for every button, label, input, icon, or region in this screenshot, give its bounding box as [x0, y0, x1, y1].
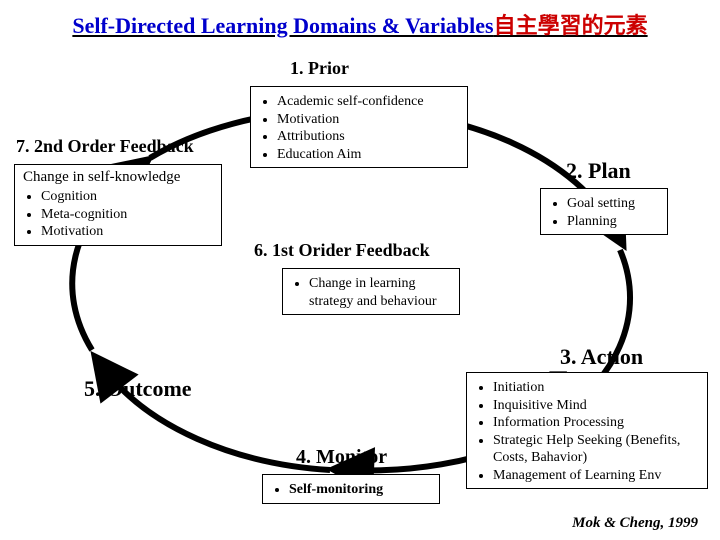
heading-feedback1: 6. 1st Orider Feedback — [254, 240, 430, 261]
heading-action: 3. Action — [560, 344, 643, 370]
attribution: Mok & Cheng, 1999 — [572, 515, 698, 532]
prior-item: Education Aim — [277, 146, 459, 164]
action-item: Management of Learning Env — [493, 467, 699, 485]
plan-item: Goal setting — [567, 195, 659, 213]
heading-feedback2: 7. 2nd Order Feedback — [16, 136, 194, 157]
action-item: Information Processing — [493, 414, 699, 432]
box-monitor: Self-monitoring — [262, 474, 440, 504]
prior-list: Academic self-confidence Motivation Attr… — [259, 93, 459, 163]
heading-monitor: 4. Monitor — [296, 446, 387, 469]
action-list: Initiation Inquisitive Mind Information … — [475, 379, 699, 484]
heading-outcome: 5. Outcome — [84, 376, 192, 402]
prior-item: Motivation — [277, 111, 459, 129]
feedback2-list: Cognition Meta-cognition Motivation — [23, 188, 213, 241]
box-action: Initiation Inquisitive Mind Information … — [466, 372, 708, 489]
heading-plan: 2. Plan — [566, 158, 631, 184]
feedback1-list: Change in learning strategy and behaviou… — [291, 275, 451, 310]
action-item: Strategic Help Seeking (Benefits, Costs,… — [493, 432, 699, 467]
feedback2-item: Meta-cognition — [41, 206, 213, 224]
plan-list: Goal setting Planning — [549, 195, 659, 230]
plan-item: Planning — [567, 213, 659, 231]
feedback2-item: Cognition — [41, 188, 213, 206]
title-en: Self-Directed Learning Domains & Variabl… — [72, 13, 493, 38]
page-title: Self-Directed Learning Domains & Variabl… — [0, 8, 720, 40]
monitor-list: Self-monitoring — [271, 481, 431, 499]
title-zh: 自主學習的元素 — [494, 13, 648, 38]
box-prior: Academic self-confidence Motivation Attr… — [250, 86, 468, 168]
feedback2-item: Motivation — [41, 223, 213, 241]
heading-prior: 1. Prior — [290, 58, 349, 79]
box-feedback2: Change in self-knowledge Cognition Meta-… — [14, 164, 222, 246]
box-plan: Goal setting Planning — [540, 188, 668, 235]
action-item: Inquisitive Mind — [493, 397, 699, 415]
feedback2-lead: Change in self-knowledge — [23, 169, 213, 186]
prior-item: Academic self-confidence — [277, 93, 459, 111]
feedback1-item: Change in learning strategy and behaviou… — [309, 275, 451, 310]
monitor-item: Self-monitoring — [289, 481, 431, 499]
prior-item: Attributions — [277, 128, 459, 146]
box-feedback1: Change in learning strategy and behaviou… — [282, 268, 460, 315]
action-item: Initiation — [493, 379, 699, 397]
